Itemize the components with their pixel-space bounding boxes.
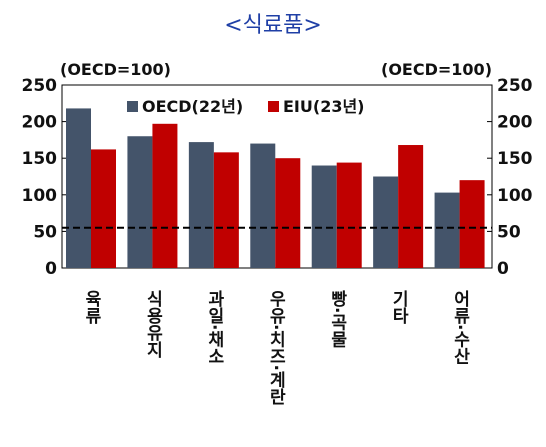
right-tick-label: 100 bbox=[497, 186, 533, 206]
legend: OECD(22년) EIU(23년) bbox=[127, 97, 365, 116]
bar-eiu bbox=[336, 162, 362, 268]
bars bbox=[66, 108, 485, 269]
right-tick-label: 200 bbox=[497, 113, 533, 133]
right-tick-label: 150 bbox=[497, 149, 533, 169]
right-axis-unit: (OECD=100) bbox=[381, 60, 492, 79]
left-tick-label: 0 bbox=[45, 259, 57, 279]
bar-oecd bbox=[434, 192, 460, 268]
legend-label: EIU(23년) bbox=[283, 97, 365, 116]
left-tick-label: 50 bbox=[33, 222, 57, 242]
category-labels: 육류 식용유지 과일·채소 우유·치즈·계란 빵·곡물 기타 어류·수산 bbox=[81, 290, 470, 405]
chart-title: <식료품> bbox=[224, 13, 322, 38]
bar-oecd bbox=[188, 142, 214, 268]
bar-oecd bbox=[311, 165, 337, 268]
bar-oecd bbox=[127, 136, 153, 268]
axes: 0 0 50 50 100 100 150 150 200 200 250 250 bbox=[22, 76, 533, 279]
legend-swatch bbox=[127, 101, 138, 112]
category-label: 기타 bbox=[388, 290, 408, 325]
category-label: 어류·수산 bbox=[450, 290, 470, 365]
right-tick-label: 0 bbox=[497, 259, 509, 279]
left-tick-label: 250 bbox=[22, 76, 58, 96]
bar-eiu bbox=[213, 152, 239, 268]
legend-swatch bbox=[268, 101, 279, 112]
left-axis-unit: (OECD=100) bbox=[60, 60, 171, 79]
bar-oecd bbox=[250, 143, 276, 268]
legend-label: OECD(22년) bbox=[142, 97, 243, 116]
category-label: 육류 bbox=[81, 290, 101, 325]
left-tick-label: 200 bbox=[22, 113, 58, 133]
left-tick-label: 150 bbox=[22, 149, 58, 169]
right-tick-label: 50 bbox=[497, 222, 521, 242]
bar-eiu bbox=[91, 149, 116, 268]
bar-eiu bbox=[275, 158, 301, 268]
bar-eiu bbox=[398, 145, 424, 268]
right-tick-label: 250 bbox=[497, 76, 533, 96]
bar-eiu bbox=[459, 180, 485, 268]
bar-eiu bbox=[152, 123, 178, 269]
bar-oecd bbox=[373, 176, 399, 268]
bar-oecd bbox=[66, 108, 91, 268]
left-tick-label: 100 bbox=[22, 186, 58, 206]
category-label: 식용유지 bbox=[142, 290, 162, 359]
category-label: 과일·채소 bbox=[204, 290, 224, 365]
category-label: 빵·곡물 bbox=[327, 290, 347, 348]
category-label: 우유·치즈·계란 bbox=[265, 290, 285, 405]
